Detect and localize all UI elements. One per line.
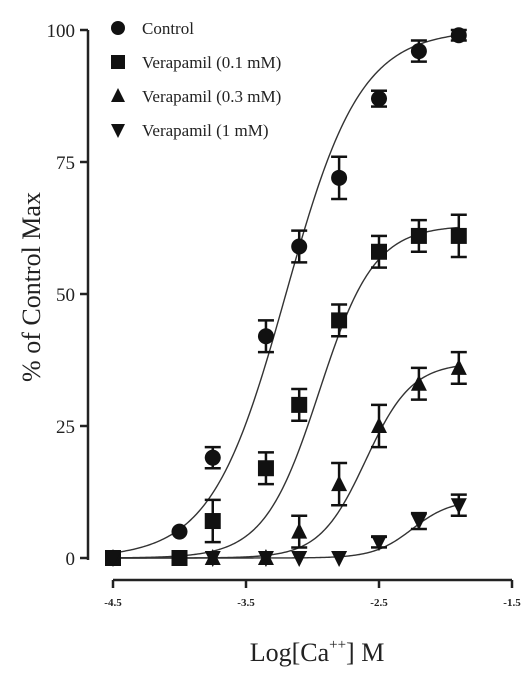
x-axis-title: Log[Ca++] M xyxy=(250,637,385,667)
data-points xyxy=(105,27,467,567)
legend-label-series-1: Control xyxy=(142,19,194,38)
data-point-series-1 xyxy=(291,238,308,255)
legend-label-series-4: Verapamil (1 mM) xyxy=(142,121,269,140)
legend: Control Verapamil (0.1 mM) Verapamil (0.3 … xyxy=(111,19,281,140)
fit-curves xyxy=(112,34,459,559)
data-point-series-1 xyxy=(371,90,387,107)
data-point-series-2 xyxy=(257,460,274,477)
data-point-series-3 xyxy=(291,522,308,539)
data-point-series-2 xyxy=(410,227,427,244)
legend-marker-series-2 xyxy=(111,55,125,69)
data-point-series-3 xyxy=(371,417,387,433)
x-tick-label: -2.5 xyxy=(370,597,388,609)
legend-marker-series-3 xyxy=(111,88,125,102)
data-point-series-4 xyxy=(291,551,308,567)
axes: 0 25 50 75 100 -4.5 -3.5 -2.5 -1.5 xyxy=(47,21,522,609)
x-axis-title-main: Log[Ca xyxy=(250,638,330,667)
x-tick-label: -4.5 xyxy=(104,597,122,609)
data-point-series-1 xyxy=(257,328,274,345)
data-point-series-2 xyxy=(371,243,387,260)
legend-label-series-3: Verapamil (0.3 mM) xyxy=(142,87,281,106)
x-tick-label: -1.5 xyxy=(503,597,521,609)
data-point-series-3 xyxy=(450,358,467,375)
y-tick-label: 50 xyxy=(56,285,75,306)
y-tick-label: 25 xyxy=(56,417,75,438)
data-point-series-2 xyxy=(171,550,188,566)
fit-curve-series-3 xyxy=(113,365,459,559)
data-point-series-4 xyxy=(331,551,348,567)
data-point-series-2 xyxy=(204,513,221,530)
data-point-series-4 xyxy=(204,551,221,567)
y-tick-label: 75 xyxy=(56,153,75,174)
legend-marker-series-1 xyxy=(111,21,125,35)
data-point-series-2 xyxy=(450,227,467,244)
data-point-series-1 xyxy=(450,27,467,44)
legend-label-series-2: Verapamil (0.1 mM) xyxy=(142,53,281,72)
x-axis-title-superscript: ++ xyxy=(329,637,346,653)
y-tick-label: 0 xyxy=(66,549,76,570)
data-point-series-4 xyxy=(257,551,274,567)
data-point-series-4 xyxy=(105,551,121,567)
data-point-series-3 xyxy=(331,475,348,492)
fit-curve-series-4 xyxy=(113,503,459,559)
data-point-series-4 xyxy=(371,535,387,552)
data-point-series-2 xyxy=(331,312,348,329)
data-point-series-1 xyxy=(171,523,188,540)
fit-curve-series-2 xyxy=(112,226,459,559)
data-point-series-1 xyxy=(410,43,427,60)
x-axis-title-suffix: ] M xyxy=(346,638,384,667)
data-point-series-2 xyxy=(291,396,308,413)
x-tick-label: -3.5 xyxy=(237,597,255,609)
y-axis-title: % of Control Max xyxy=(17,192,46,382)
fit-curve-series-1 xyxy=(112,34,459,554)
data-point-series-1 xyxy=(204,449,221,466)
data-point-series-1 xyxy=(331,169,348,186)
data-point-series-3 xyxy=(410,374,427,391)
y-tick-label: 100 xyxy=(47,21,76,42)
legend-marker-series-4 xyxy=(111,124,125,138)
data-point-series-4 xyxy=(450,498,467,515)
data-point-series-4 xyxy=(410,514,427,531)
